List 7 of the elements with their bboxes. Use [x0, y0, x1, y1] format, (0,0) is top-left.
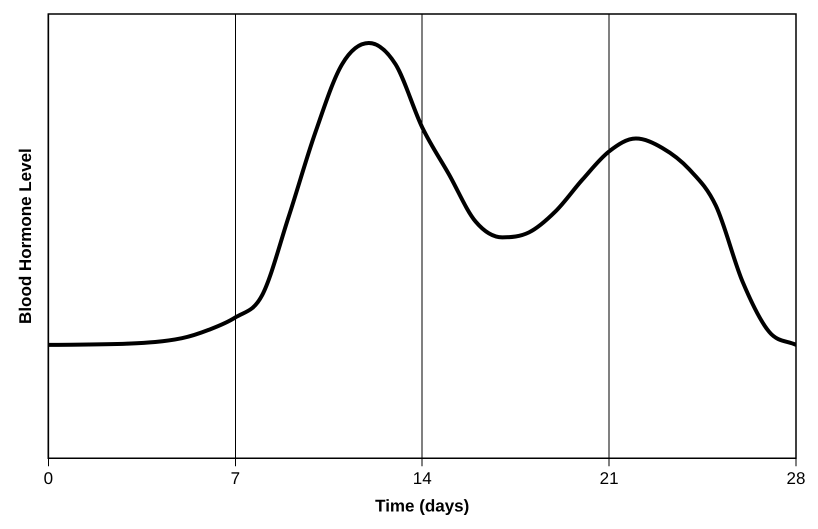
x-tick-label: 14 [412, 469, 432, 488]
y-axis-title: Blood Hormone Level [16, 148, 35, 324]
x-axis-title: Time (days) [375, 496, 470, 516]
x-tick-label: 28 [786, 469, 806, 488]
x-tick-label: 7 [230, 469, 240, 488]
x-tick-label: 21 [600, 469, 619, 488]
x-tick-label: 0 [44, 469, 54, 488]
